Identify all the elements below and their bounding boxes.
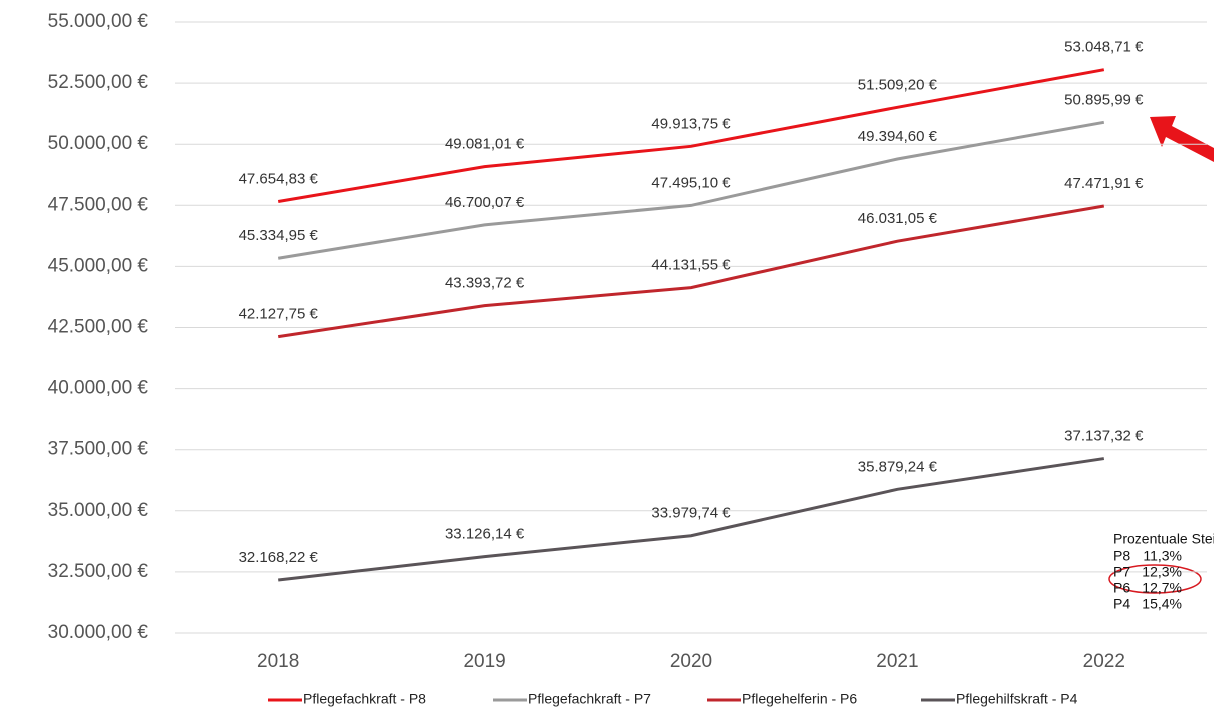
data-label: 47.654,83 € — [239, 170, 319, 187]
y-tick-label: 55.000,00 € — [48, 11, 149, 32]
y-tick-label: 35.000,00 € — [48, 500, 149, 521]
data-label: 53.048,71 € — [1064, 39, 1144, 56]
y-tick-label: 47.500,00 € — [48, 194, 149, 215]
x-tick-label: 2022 — [1083, 651, 1125, 672]
data-label: 49.081,01 € — [445, 136, 525, 153]
series-line — [277, 120, 1105, 260]
annotation-key: P4 — [1113, 596, 1130, 612]
data-label: 50.895,99 € — [1064, 91, 1144, 108]
data-label: 43.393,72 € — [445, 275, 525, 292]
data-label: 47.495,10 € — [651, 174, 731, 191]
data-label: 37.137,32 € — [1064, 428, 1144, 445]
annotation-key: P8 — [1113, 548, 1130, 564]
data-label: 49.913,75 € — [651, 115, 731, 132]
legend-label: Pflegehelferin - P6 — [742, 691, 857, 707]
y-tick-label: 32.500,00 € — [48, 561, 149, 582]
y-tick-label: 42.500,00 € — [48, 317, 149, 338]
y-tick-label: 45.000,00 € — [48, 255, 149, 276]
data-label: 49.394,60 € — [858, 128, 938, 145]
series-line — [278, 457, 1105, 582]
legend-label: Pflegefachkraft - P8 — [303, 691, 426, 707]
series-line — [277, 68, 1105, 203]
data-label: 46.700,07 € — [445, 194, 525, 211]
x-tick-label: 2020 — [670, 651, 712, 672]
data-label: 35.879,24 € — [858, 458, 938, 475]
data-label: 42.127,75 € — [239, 306, 319, 323]
annotation-value: 12,7% — [1142, 580, 1182, 596]
data-label: 45.334,95 € — [239, 227, 319, 244]
legend-label: Pflegehilfskraft - P4 — [956, 691, 1078, 707]
x-tick-label: 2019 — [463, 651, 505, 672]
legend-label: Pflegefachkraft - P7 — [528, 691, 651, 707]
annotation-value: 11,3% — [1143, 548, 1182, 564]
pointer-arrow — [1150, 116, 1214, 162]
data-label: 33.126,14 € — [445, 526, 525, 543]
data-label: 51.509,20 € — [858, 76, 938, 93]
data-label: 47.471,91 € — [1064, 175, 1144, 192]
y-tick-label: 52.500,00 € — [48, 72, 149, 93]
annotation-title: Prozentuale Steigerung: — [1113, 531, 1214, 547]
data-label: 44.131,55 € — [651, 257, 731, 274]
annotation-value: 15,4% — [1142, 596, 1182, 612]
data-label: 46.031,05 € — [858, 210, 938, 227]
data-label: 32.168,22 € — [239, 549, 319, 566]
y-tick-label: 50.000,00 € — [48, 133, 149, 154]
annotation-key: P6 — [1113, 580, 1130, 596]
data-label: 33.979,74 € — [651, 505, 731, 522]
y-tick-label: 30.000,00 € — [48, 622, 149, 643]
y-tick-label: 37.500,00 € — [48, 439, 149, 460]
annotation-key: P7 — [1113, 564, 1130, 580]
annotation-value: 12,3% — [1142, 564, 1182, 580]
series-line — [277, 204, 1105, 339]
x-tick-label: 2018 — [257, 651, 299, 672]
highlight-circle — [1108, 564, 1202, 594]
y-tick-label: 40.000,00 € — [48, 378, 149, 399]
x-tick-label: 2021 — [876, 651, 918, 672]
